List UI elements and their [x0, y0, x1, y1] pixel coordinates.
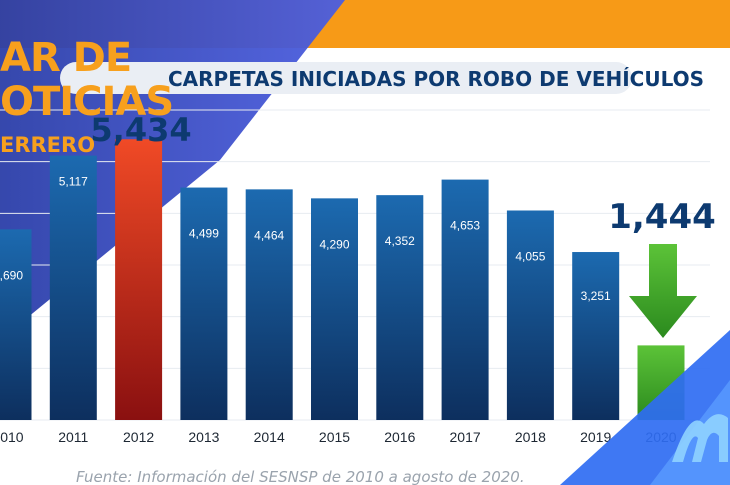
brand-subtitle: ERRERO: [0, 133, 96, 157]
x-tick-2013: 2013: [188, 429, 219, 445]
brand-title-line1: AR DE: [0, 35, 132, 81]
highlight-callout-label: 5,434: [90, 111, 191, 149]
x-tick-2017: 2017: [450, 429, 481, 445]
value-label-2017: 4,653: [450, 219, 480, 233]
logo-icon: [672, 414, 728, 462]
value-label-2018: 4,055: [515, 249, 545, 263]
bar-2017: [441, 179, 489, 420]
bars-group: [0, 139, 685, 420]
chart-title-pill: [60, 62, 632, 94]
bar-2010: [0, 229, 32, 420]
value-label-2010: 3,690: [0, 268, 23, 282]
x-tick-labels: 2010 2011 2012 2013 2014 2015 2016 2017 2018 2019…: [0, 429, 677, 445]
x-tick-2016: 2016: [384, 429, 415, 445]
brand-title-line2: OTICIAS: [0, 79, 174, 125]
down-arrow-icon: [629, 244, 697, 338]
bar-2013: [180, 187, 228, 420]
value-label-2014: 4,464: [254, 228, 284, 242]
bar-2019: [572, 252, 620, 420]
x-tick-2011: 2011: [58, 429, 88, 445]
x-tick-2012: 2012: [123, 429, 154, 445]
x-tick-2015: 2015: [319, 429, 350, 445]
value-label-2013: 4,499: [189, 227, 219, 241]
value-label-2011: 5,117: [59, 175, 88, 189]
brand-title: AR DE OTICIAS: [0, 35, 174, 125]
bar-2015: [311, 198, 358, 420]
x-tick-2019: 2019: [580, 429, 611, 445]
value-label-2015: 4,290: [319, 237, 349, 251]
bar-2016: [376, 195, 424, 420]
source-note: Fuente: Información del SESNSP de 2010 a…: [76, 468, 525, 485]
value-labels: 3,690 5,117 4,499 4,464 4,290 4,352 4,653 4,055…: [0, 175, 611, 303]
value-label-2019: 3,251: [581, 289, 611, 303]
bar-2014: [245, 189, 293, 420]
x-tick-2014: 2014: [254, 429, 285, 445]
chart-title: CARPETAS INICIADAS POR ROBO DE VEHÍCULOS: [168, 67, 704, 91]
callout-2020-label: 1,444: [608, 197, 716, 237]
x-tick-2010: 2010: [0, 429, 24, 445]
bar-2018: [506, 210, 554, 420]
value-label-2016: 4,352: [385, 234, 415, 248]
bar-2011: [49, 155, 97, 420]
bar-2012: [115, 139, 163, 420]
x-tick-2018: 2018: [515, 429, 546, 445]
